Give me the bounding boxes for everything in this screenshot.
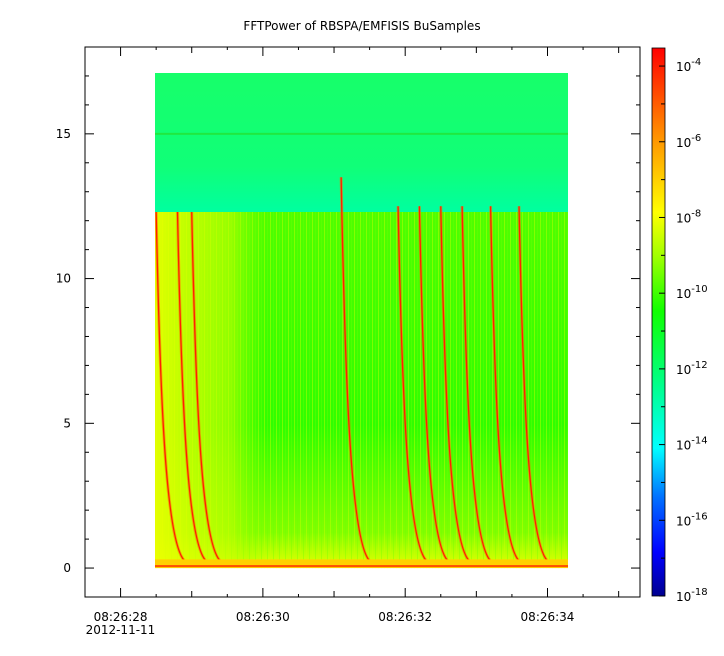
whistler-trace [155,211,187,563]
y-tick-label: 0 [63,561,71,575]
x-tick-label: 08:26:32 [378,610,432,624]
low-freq-band [155,559,568,569]
whistler-trace [191,211,223,563]
whistler-trace [489,206,521,563]
x-date-label: 2012-11-11 [86,623,156,637]
colorbar-ticks: 10-4 10-6 10-8 10-10 10-12 10-14 10-16 10-18 [659,57,708,604]
y-axis: 0 5 10 15 [56,46,640,598]
colorbar [651,47,666,597]
whistler-trace [461,206,493,563]
colorbar-tick-label: 10-16 [676,511,708,528]
spectrogram-data [155,73,568,569]
y-tick-label: 10 [56,272,71,286]
whistler-trace [176,211,208,563]
whistler-trace [340,177,372,563]
colorbar-tick-label: 10-10 [676,284,708,301]
whistler-trace [418,206,450,563]
colorbar-tick-label: 10-12 [676,360,708,377]
whistler-group [155,177,551,564]
y-tick-label: 15 [56,127,71,141]
whistler-trace [397,206,429,563]
left-yellow-region [155,212,267,569]
upper-band [155,73,568,213]
colorbar-tick-label: 10-8 [676,208,701,225]
whistler-trace [440,206,472,563]
x-tick-label: 08:26:34 [521,610,575,624]
base-red-line [155,565,568,568]
colorbar-tick-label: 10-4 [676,57,701,74]
colorbar-tick-label: 10-18 [676,587,708,604]
colorbar-tick-label: 10-6 [676,133,701,150]
chart-title: FFTPower of RBSPA/EMFISIS BuSamples [243,19,480,33]
y-tick-label: 5 [63,416,71,430]
x-tick-label: 08:26:30 [236,610,290,624]
constant-line-15 [155,132,568,135]
whistler-trace [518,206,550,563]
colorbar-tick-label: 10-14 [676,436,708,453]
x-tick-label: 08:26:28 [94,610,148,624]
